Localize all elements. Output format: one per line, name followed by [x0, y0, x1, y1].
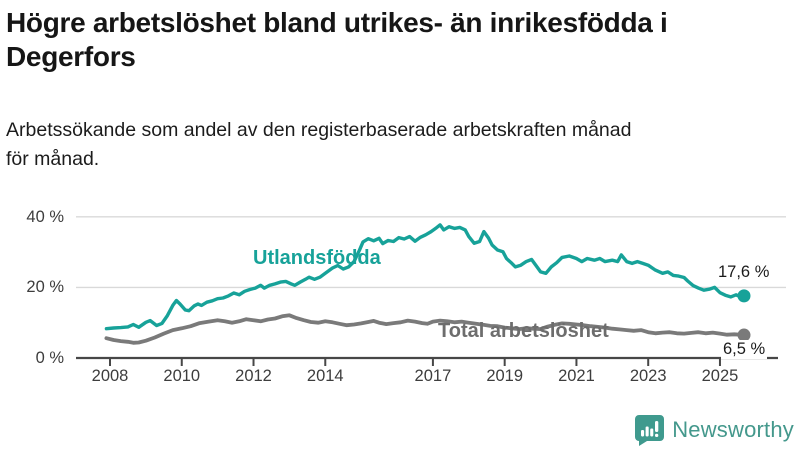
- x-tick-label-2008: 2008: [91, 367, 129, 385]
- speech-bubble-shape: [635, 415, 665, 446]
- y-tick-label-20: 20 %: [26, 278, 64, 296]
- newsworthy-logo-icon: [635, 415, 665, 446]
- end-value-label-total: 6,5 %: [721, 340, 768, 359]
- y-tick-label-40: 40 %: [26, 208, 64, 226]
- title-line-1: Högre arbetslöshet bland utrikes- än inr…: [6, 7, 668, 38]
- bar-2: [645, 426, 649, 437]
- end-dot-utlandsfodda: [737, 289, 751, 303]
- x-tick-label-2025: 2025: [701, 367, 739, 385]
- subtitle-line-2: för månad.: [6, 148, 100, 170]
- x-tick-label-2012: 2012: [235, 367, 272, 385]
- series-label-utlandsfodda: Utlandsfödda: [253, 247, 381, 269]
- x-axis: [76, 356, 778, 366]
- x-tick-label-2017: 2017: [414, 367, 452, 385]
- bar-1: [641, 430, 645, 437]
- title-line-2: Degerfors: [6, 41, 136, 72]
- y-tick-label-0: 0 %: [35, 349, 64, 367]
- line-total-arbetsloshet: [104, 313, 746, 345]
- x-tick-label-2021: 2021: [558, 367, 595, 385]
- exclamation-stem: [655, 421, 659, 432]
- series-label-total-arbetsloshet: Total arbetslöshet: [438, 320, 609, 342]
- x-tick-label-2014: 2014: [306, 367, 344, 385]
- end-value-label-utlandsfodda: 17,6 %: [718, 263, 770, 281]
- page-title: Högre arbetslöshet bland utrikes- än inr…: [6, 6, 668, 74]
- newsworthy-logo[interactable]: Newsworthy: [634, 414, 794, 446]
- bar-3: [650, 428, 654, 437]
- x-tick-label-2019: 2019: [486, 367, 524, 385]
- subtitle-line-1: Arbetssökande som andel av den registerb…: [6, 119, 632, 141]
- gridlines: [76, 216, 786, 289]
- exclamation-dot: [655, 433, 659, 437]
- brand-name: Newsworthy: [672, 417, 794, 442]
- x-tick-label-2010: 2010: [163, 367, 201, 385]
- x-tick-label-2023: 2023: [629, 367, 667, 385]
- line-utlandsfodda: [104, 223, 746, 331]
- chart-subtitle: Arbetssökande som andel av den registerb…: [6, 116, 631, 174]
- end-dot-total: [737, 328, 751, 342]
